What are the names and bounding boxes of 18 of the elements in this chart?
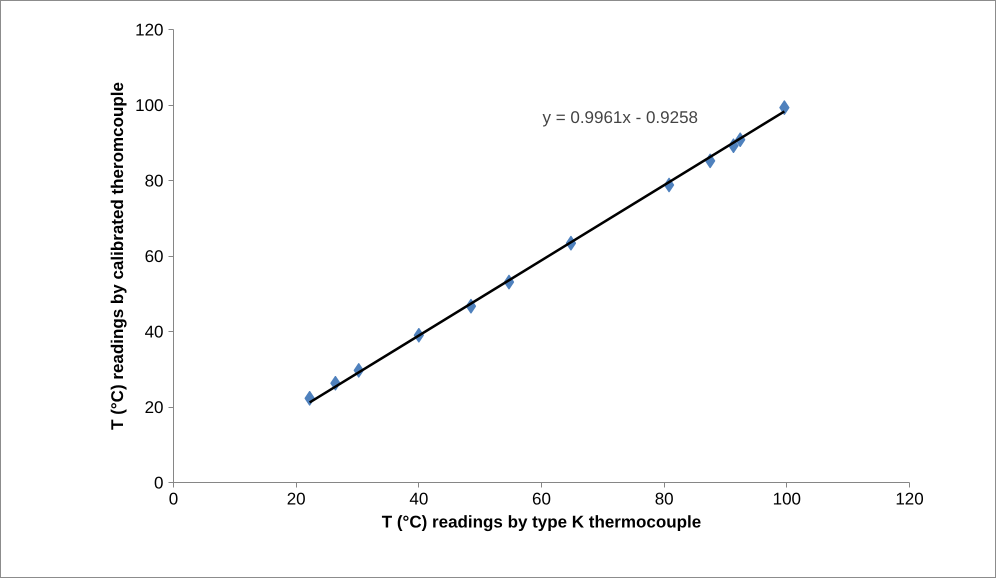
x-axis-title: T (°C) readings by type K thermocouple [382, 512, 702, 532]
x-tick-label: 100 [772, 490, 802, 508]
y-tick-label: 100 [135, 96, 164, 115]
y-tick-label: 80 [144, 172, 164, 190]
x-tick-label: 80 [654, 490, 674, 508]
x-tick-label: 60 [532, 490, 551, 508]
point [779, 100, 790, 116]
x-tick-label: 120 [895, 490, 924, 508]
y-tick-label: 0 [154, 474, 164, 492]
x-tick-label: 0 [168, 490, 178, 508]
x-tick-label: 40 [409, 490, 428, 508]
y-tick-label: 20 [144, 398, 164, 417]
y-tick-label: 40 [144, 322, 164, 342]
x-tick-label: 20 [286, 490, 306, 508]
y-axis-title: T (°C) readings by calibrated theromcouple [108, 82, 128, 430]
y-tick-label: 120 [135, 20, 164, 40]
annotation: y = 0.9961x - 0.9258 [542, 108, 698, 127]
y-tick-label: 60 [144, 247, 164, 266]
